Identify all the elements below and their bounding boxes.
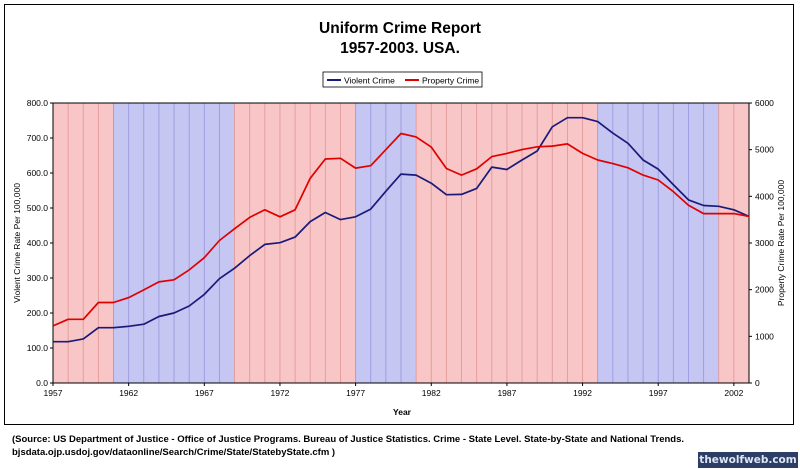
grid-layer (52, 103, 750, 383)
source-note-line-1: (Source: US Department of Justice - Offi… (12, 434, 685, 445)
x-tick-label-3: 1972 (270, 388, 289, 398)
y-right-tick-label-3: 3000 (755, 238, 774, 248)
x-tick-label-4: 1977 (346, 388, 365, 398)
x-tick-label-1: 1962 (119, 388, 138, 398)
y-right-tick-label-0: 0 (755, 378, 760, 388)
legend: Violent Crime Property Crime (322, 71, 483, 88)
y-left-tick-label-4: 400.0 (27, 238, 49, 248)
ticks-layer: 0.0 100.0 200.0 300.0 400.0 500.0 600.0 700.0 80… (27, 98, 774, 398)
series-line-property-crime (52, 132, 750, 327)
chart: 0.0 100.0 200.0 300.0 400.0 500.0 600.0 700.0 80… (12, 20, 786, 417)
y-right-tick-label-4: 4000 (755, 191, 774, 201)
legend-violent-label: Violent Crime (344, 76, 395, 86)
chart-subtitle: 1957-2003. USA. (340, 40, 460, 57)
x-axis-label: Year (393, 407, 412, 417)
series-line-violent-crime (53, 116, 750, 343)
y-left-tick-label-8: 800.0 (27, 98, 49, 108)
x-tick-label-2: 1967 (195, 388, 214, 398)
x-tick-label-8: 1997 (649, 388, 668, 398)
lines-layer (52, 116, 750, 343)
legend-box (322, 71, 483, 88)
y-axis-label-left: Violent Crime Rate Per 100,000 (12, 183, 22, 303)
y-right-tick-label-1: 1000 (755, 331, 774, 341)
source-note-line-2: bjsdata.ojp.usdoj.gov/dataonline/Search/… (12, 447, 336, 458)
x-tick-label-9: 2002 (724, 388, 743, 398)
chart-frame: 0.0 100.0 200.0 300.0 400.0 500.0 600.0 700.0 80… (4, 4, 794, 425)
y-left-tick-label-7: 700.0 (27, 133, 49, 143)
chart-title: Uniform Crime Report (319, 20, 481, 37)
legend-property-label: Property Crime (422, 76, 479, 86)
x-tick-label-0: 1957 (44, 388, 63, 398)
y-right-tick-label-5: 5000 (755, 145, 774, 155)
y-left-tick-label-2: 200.0 (27, 308, 49, 318)
y-right-tick-label-6: 6000 (755, 98, 774, 108)
source-note: (Source: US Department of Justice - Offi… (12, 433, 712, 459)
x-tick-label-6: 1987 (497, 388, 516, 398)
watermark: thewolfweb.com (698, 452, 798, 468)
x-tick-label-7: 1992 (573, 388, 592, 398)
y-left-tick-label-5: 500.0 (27, 203, 49, 213)
y-left-tick-label-1: 100.0 (27, 343, 49, 353)
x-tick-label-5: 1982 (422, 388, 441, 398)
y-left-tick-label-0: 0.0 (36, 378, 48, 388)
y-left-tick-label-6: 600.0 (27, 168, 49, 178)
y-left-tick-label-3: 300.0 (27, 273, 49, 283)
y-right-tick-label-2: 2000 (755, 285, 774, 295)
y-axis-label-right: Property Crime Rate Per 100,000 (776, 180, 786, 306)
